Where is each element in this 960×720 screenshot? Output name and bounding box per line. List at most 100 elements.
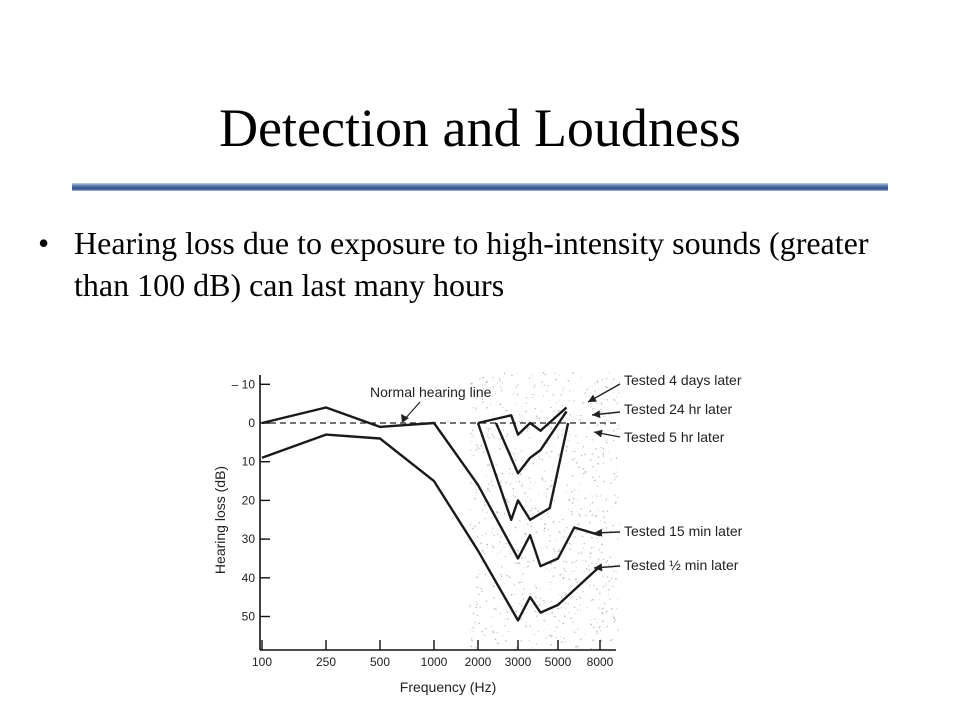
speckle-dot — [586, 606, 588, 608]
speckle-dot — [532, 462, 535, 465]
speckle-dot — [582, 472, 585, 475]
speckle-dot — [527, 523, 529, 526]
speckle-dot — [567, 430, 569, 432]
speckle-dot — [576, 645, 579, 648]
speckle-dot — [545, 452, 548, 454]
speckle-dot — [525, 402, 528, 404]
speckle-dot — [538, 417, 541, 419]
speckle-dot — [599, 563, 601, 565]
speckle-dot — [602, 447, 605, 450]
speckle-dot — [472, 612, 475, 615]
speckle-dot — [606, 576, 609, 578]
speckle-dot — [485, 533, 487, 535]
speckle-dot — [558, 453, 560, 456]
speckle-dot — [535, 586, 538, 589]
speckle-dot — [529, 509, 532, 512]
speckle-dot — [602, 411, 604, 413]
speckle-dot — [518, 603, 520, 605]
x-axis-title: Frequency (Hz) — [400, 679, 496, 695]
speckle-dot — [524, 567, 525, 569]
speckle-dot — [582, 591, 584, 593]
speckle-dot — [588, 565, 590, 567]
speckle-dot — [501, 573, 503, 575]
speckle-dot — [504, 640, 507, 642]
speckle-dot — [546, 487, 549, 490]
speckle-dot — [544, 523, 547, 525]
speckle-dot — [484, 627, 487, 630]
speckle-dot — [572, 372, 574, 374]
speckle-dot — [571, 584, 574, 587]
speckle-dot — [584, 470, 587, 473]
speckle-dot — [563, 560, 565, 562]
speckle-dot — [555, 636, 557, 639]
speckle-dot — [488, 437, 491, 439]
speckle-dot — [570, 510, 573, 513]
speckle-dot — [612, 382, 614, 384]
speckle-dot — [570, 543, 572, 546]
speckle-dot — [475, 623, 477, 625]
speckle-dot — [586, 378, 588, 380]
speckle-dot — [544, 601, 546, 604]
speckle-dot — [492, 504, 494, 506]
speckle-dot — [590, 392, 592, 394]
speckle-dot — [480, 444, 483, 447]
speckle-dot — [486, 628, 487, 630]
speckle-dot — [589, 419, 591, 421]
speckle-dot — [541, 435, 543, 436]
speckle-dot — [499, 379, 501, 381]
speckle-dot — [580, 508, 582, 510]
speckle-dot — [469, 509, 471, 511]
speckle-dot — [567, 587, 569, 589]
speckle-dot — [584, 560, 587, 562]
speckle-dot — [493, 596, 495, 599]
speckle-dot — [618, 401, 620, 403]
speckle-dot — [569, 574, 571, 576]
speckle-dot — [505, 409, 508, 412]
speckle-dot — [515, 492, 517, 494]
speckle-dot — [614, 494, 616, 496]
speckle-dot — [560, 636, 562, 638]
speckle-dot — [546, 567, 548, 569]
speckle-dot — [594, 618, 596, 620]
speckle-dot — [473, 437, 475, 439]
speckle-dot — [559, 549, 561, 551]
speckle-dot — [613, 399, 616, 402]
speckle-dot — [549, 485, 552, 488]
speckle-dot — [575, 578, 577, 581]
speckle-dot — [503, 583, 505, 585]
speckle-dot — [484, 504, 486, 506]
speckle-dot — [553, 411, 555, 413]
speckle-dot — [507, 617, 509, 620]
speckle-dot — [579, 515, 581, 517]
speckle-dot — [548, 540, 551, 542]
speckle-dot — [511, 431, 513, 433]
speckle-dot — [612, 524, 614, 527]
speckle-dot — [512, 452, 515, 455]
speckle-dot — [613, 617, 615, 620]
speckle-dot — [482, 387, 485, 390]
speckle-dot — [579, 604, 582, 606]
speckle-dot — [492, 376, 494, 379]
speckle-dot — [584, 472, 586, 474]
speckle-dot — [502, 375, 504, 377]
speckle-dot — [567, 419, 569, 421]
speckle-dot — [505, 618, 507, 620]
speckle-dot — [583, 601, 584, 603]
speckle-dot — [471, 482, 473, 484]
speckle-dot — [602, 416, 604, 418]
speckle-dot — [481, 534, 484, 537]
speckle-dot — [593, 626, 595, 628]
speckle-dot — [580, 551, 582, 553]
speckle-dot — [475, 646, 477, 648]
speckle-dot — [606, 560, 609, 562]
speckle-dot — [593, 383, 595, 385]
bullet-text: Hearing loss due to exposure to high-int… — [74, 225, 869, 303]
speckle-dot — [549, 399, 550, 401]
speckle-dot — [593, 546, 595, 548]
speckle-dot — [590, 405, 592, 408]
speckle-dot — [515, 610, 518, 613]
speckle-dot — [602, 462, 605, 464]
speckle-dot — [600, 613, 602, 614]
speckle-dot — [609, 556, 612, 559]
speckle-dot — [469, 629, 471, 631]
